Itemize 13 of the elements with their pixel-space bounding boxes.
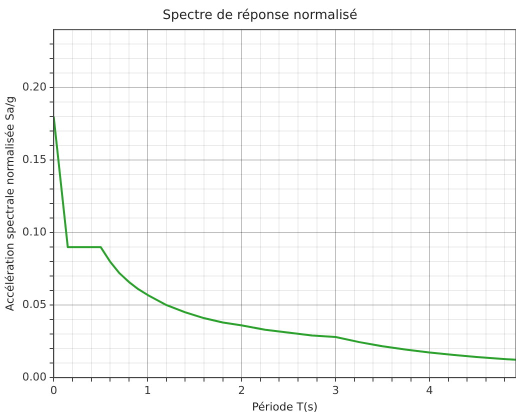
y-tick-label: 0.20 <box>22 80 47 94</box>
chart-title: Spectre de réponse normalisé <box>162 8 358 24</box>
y-tick-label: 0.10 <box>22 225 47 238</box>
y-axis-title: Accélération spectrale normalisée Sa/g <box>3 96 16 312</box>
x-axis-title: Période T(s) <box>252 400 318 414</box>
x-tick-label: 3 <box>332 384 340 398</box>
x-tick-label: 2 <box>238 384 246 398</box>
x-tick-label: 0 <box>50 384 58 398</box>
y-tick-label: 0.00 <box>22 370 47 384</box>
y-tick-label: 0.05 <box>22 298 47 311</box>
x-tick-label: 1 <box>144 384 152 398</box>
x-tick-label: 4 <box>426 384 434 398</box>
y-tick-label: 0.15 <box>22 152 47 166</box>
